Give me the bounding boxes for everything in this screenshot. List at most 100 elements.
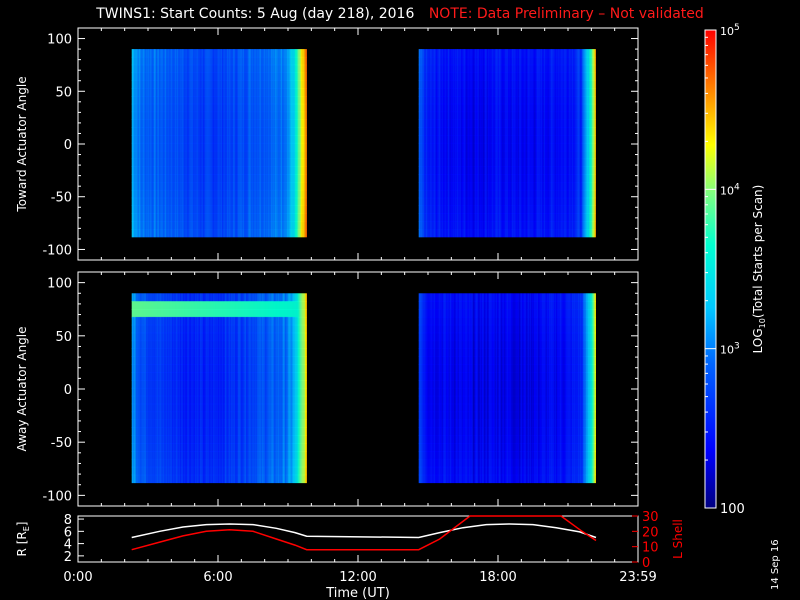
heat-cell — [430, 150, 432, 160]
heat-cell — [251, 103, 253, 113]
heat-cell — [243, 64, 245, 73]
heat-cell — [198, 205, 200, 214]
heat-cell — [208, 72, 210, 81]
heat-cell — [421, 182, 423, 191]
heat-cell — [191, 80, 193, 89]
heat-cell — [266, 182, 268, 191]
heat-cell — [154, 142, 156, 152]
heat-cell — [143, 64, 145, 73]
heat-cell — [284, 88, 286, 97]
heat-cell — [158, 127, 160, 136]
heat-cell — [196, 205, 198, 214]
heat-cell — [175, 88, 177, 97]
heat-cell — [259, 119, 261, 128]
heat-cell — [165, 150, 167, 160]
heat-cell — [420, 127, 422, 136]
heat-cell — [248, 111, 250, 120]
heat-cell — [446, 49, 448, 58]
heat-cell — [187, 213, 189, 222]
heat-cell — [428, 197, 430, 206]
heat-cell — [179, 197, 181, 206]
heat-cell — [291, 174, 293, 183]
heat-cell — [170, 96, 172, 105]
heat-cell — [421, 213, 423, 222]
heat-cell — [252, 111, 254, 120]
heat-cell — [251, 158, 253, 167]
heat-cell — [424, 127, 426, 136]
heat-cell — [221, 111, 223, 120]
heat-cell — [302, 174, 304, 183]
heat-cell — [279, 182, 281, 191]
heat-cell — [222, 174, 224, 183]
heat-cell — [276, 197, 278, 206]
heat-cell — [186, 56, 188, 66]
heat-cell — [144, 111, 146, 120]
heat-cell — [171, 80, 173, 89]
heat-cell — [239, 158, 241, 167]
heat-cell — [424, 119, 426, 128]
heat-cell — [278, 205, 280, 214]
heat-cell — [305, 221, 307, 230]
heat-cell — [189, 158, 191, 167]
heat-cell — [245, 103, 247, 113]
heat-cell — [199, 189, 201, 199]
heat-cell — [191, 49, 193, 58]
heat-cell — [293, 56, 295, 66]
heat-cell — [177, 205, 179, 214]
heat-cell — [296, 88, 298, 97]
heat-cell — [173, 205, 175, 214]
heat-cell — [204, 119, 206, 128]
heat-cell — [428, 182, 430, 191]
heat-cell — [169, 49, 171, 58]
heat-cell — [249, 166, 251, 175]
heat-cell — [239, 80, 241, 89]
heat-cell — [170, 103, 172, 113]
heat-cell — [236, 182, 238, 191]
heat-cell — [255, 166, 257, 175]
heat-cell — [444, 88, 446, 97]
heat-cell — [278, 174, 280, 183]
heat-cell — [225, 197, 227, 206]
heat-cell — [288, 166, 290, 175]
heat-cell — [221, 174, 223, 183]
heat-cell — [421, 96, 423, 105]
heat-cell — [444, 119, 446, 128]
heat-cell — [437, 56, 439, 66]
heat-cell — [447, 182, 449, 191]
heat-cell — [204, 158, 206, 167]
heat-cell — [439, 96, 441, 105]
heat-cell — [197, 135, 199, 144]
heat-cell — [290, 182, 292, 191]
heat-cell — [173, 221, 175, 230]
heat-cell — [423, 49, 425, 58]
heat-cell — [430, 111, 432, 120]
heat-cell — [250, 103, 252, 113]
heat-cell — [441, 174, 443, 183]
heat-cell — [161, 127, 163, 136]
heat-cell — [440, 229, 442, 238]
heat-cell — [429, 158, 431, 167]
heat-cell — [281, 221, 283, 230]
heat-cell — [273, 189, 275, 199]
heat-cell — [418, 103, 420, 113]
heat-cell — [276, 96, 278, 105]
heat-cell — [285, 49, 287, 58]
heat-cell — [236, 205, 238, 214]
heat-cell — [149, 189, 151, 199]
heat-cell — [437, 64, 439, 73]
heat-cell — [263, 103, 265, 113]
heat-cell — [445, 205, 447, 214]
heat-cell — [437, 213, 439, 222]
heat-cell — [205, 189, 207, 199]
heat-cell — [427, 189, 429, 199]
heat-cell — [139, 103, 141, 113]
heat-cell — [220, 197, 222, 206]
heat-cell — [203, 189, 205, 199]
heat-cell — [275, 189, 277, 199]
heat-cell — [294, 111, 296, 120]
heat-cell — [431, 213, 433, 222]
heat-cell — [200, 158, 202, 167]
heat-cell — [142, 182, 144, 191]
chart-title: TWINS1: Start Counts: 5 Aug (day 218), 2… — [0, 6, 800, 22]
heat-cell — [451, 56, 453, 66]
